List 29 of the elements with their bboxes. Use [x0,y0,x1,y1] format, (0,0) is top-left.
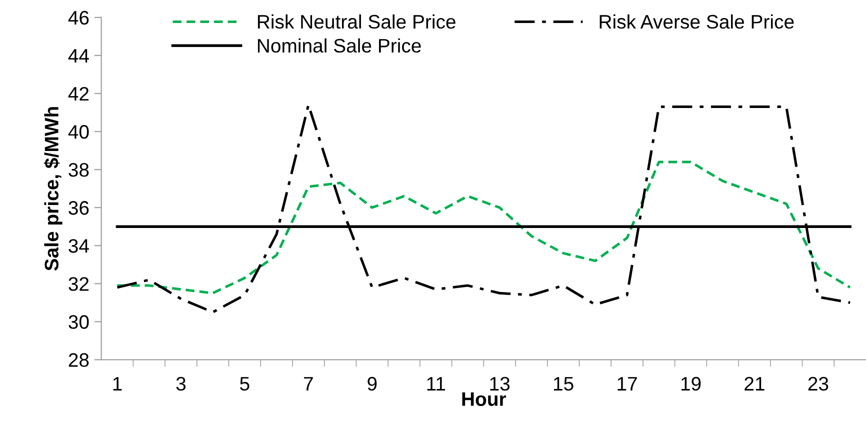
x-tick-label: 9 [368,376,377,391]
x-tick-label: 5 [240,377,250,391]
y-tick-label: 36 [68,201,89,215]
x-tick-label: 13 [490,376,510,391]
y-tick-label: 46 [68,10,89,25]
line-series [116,160,852,294]
x-tick-label: 7 [304,377,313,390]
legend-label: Risk Averse Sale Price [600,14,794,29]
x-tick-label: 1 [113,377,122,390]
legend-label: Nominal Sale Price [258,38,421,53]
x-tick-label: 17 [618,377,637,390]
line-series [116,104,852,314]
y-tick-label: 38 [68,163,89,177]
y-tick-label: 32 [68,277,89,291]
y-tick-label: 42 [68,86,89,101]
y-tick-label: 44 [68,49,89,63]
x-tick-label: 21 [744,376,764,390]
y-tick-label: 34 [68,239,89,253]
x-tick-label: 3 [176,376,186,391]
x-tick-label: 15 [554,377,574,391]
x-tick-label: 11 [427,377,446,390]
x-axis-title: Hour [462,392,506,406]
y-tick-label: 30 [68,315,89,329]
x-tick-label: 23 [808,376,828,391]
x-tick-label: 19 [681,376,701,391]
y-tick-label: 40 [68,124,89,139]
y-tick-label: 28 [68,353,89,367]
legend-label: Risk Neutral Sale Price [258,14,456,29]
y-axis-title: Sale price, $/MWh [44,107,62,271]
